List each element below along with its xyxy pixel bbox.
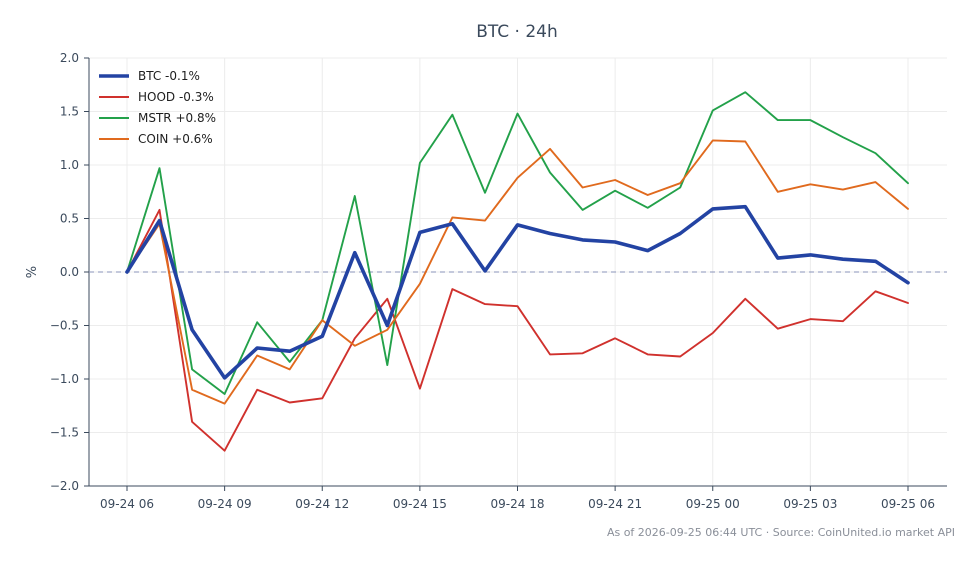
series-lines — [125, 91, 910, 452]
x-tick-label: 09-24 15 — [393, 497, 447, 511]
legend: BTC -0.1% HOOD -0.3% MSTR +0.8% COIN +0.6% — [99, 69, 216, 146]
series-line-1 — [125, 204, 910, 380]
x-tick-label: 09-24 06 — [100, 497, 154, 511]
series-line-2 — [126, 208, 909, 452]
x-tick-label: 09-24 21 — [588, 497, 642, 511]
x-tick-label: 09-24 18 — [491, 497, 545, 511]
source-footnote: As of 2026-09-25 06:44 UTC · Source: Coi… — [606, 526, 955, 539]
x-ticks: 09-24 06 09-24 09 09-24 12 09-24 15 09-24 18… — [100, 486, 935, 511]
y-tick-label: −2.0 — [50, 479, 79, 493]
y-axis-label: % — [25, 266, 40, 278]
legend-label: COIN +0.6% — [138, 132, 213, 146]
x-tick-label: 09-24 12 — [295, 497, 349, 511]
y-tick-label: −0.5 — [50, 319, 79, 333]
y-tick-label: 2.0 — [60, 51, 79, 65]
chart-title: BTC · 24h — [476, 22, 558, 42]
y-tick-label: 1.5 — [60, 105, 79, 119]
legend-label: HOOD -0.3% — [138, 90, 214, 104]
y-ticks: −2.0 −1.5 −1.0 −0.5 0.0 0.5 1.0 1.5 2.0 — [50, 51, 89, 493]
x-tick-label: 09-24 09 — [198, 497, 252, 511]
y-tick-label: 1.0 — [60, 158, 79, 172]
legend-label: BTC -0.1% — [138, 69, 200, 83]
legend-label: MSTR +0.8% — [138, 111, 216, 125]
series-line-4 — [126, 139, 909, 405]
y-tick-label: 0.0 — [60, 265, 79, 279]
y-tick-label: 0.5 — [60, 212, 79, 226]
x-tick-label: 09-25 03 — [783, 497, 837, 511]
series-line-3 — [126, 91, 909, 395]
y-tick-label: −1.0 — [50, 372, 79, 386]
x-tick-label: 09-25 06 — [881, 497, 935, 511]
y-tick-label: −1.5 — [50, 426, 79, 440]
x-tick-label: 09-25 00 — [686, 497, 740, 511]
